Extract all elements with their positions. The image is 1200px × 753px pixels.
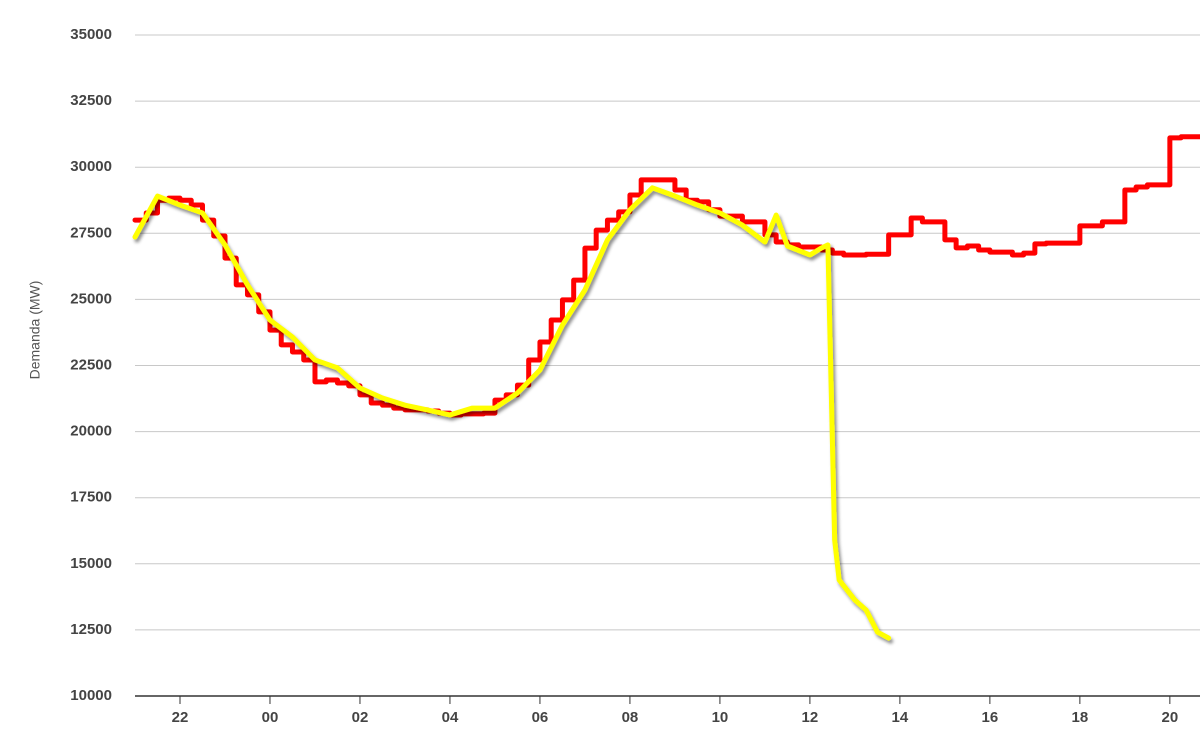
y-tick-label: 30000 [70,158,112,175]
y-tick-label: 17500 [70,489,112,506]
y-tick-label: 25000 [70,290,112,307]
x-tick-label: 14 [892,709,909,726]
y-axis-title: Demanda (MW) [27,281,43,380]
x-tick-label: 06 [532,709,549,726]
x-tick-label: 00 [262,709,279,726]
line-series [132,185,892,641]
y-tick-label: 35000 [70,26,112,43]
y-tick-label: 22500 [70,356,112,373]
line-series [132,134,1200,418]
x-tick-label: 02 [352,709,369,726]
y-tick-label: 20000 [70,423,112,440]
y-tick-label: 27500 [70,224,112,241]
x-tick-label: 10 [712,709,729,726]
y-tick-label: 12500 [70,621,112,638]
x-tick-label: 12 [802,709,819,726]
x-tick-label: 22 [172,709,189,726]
x-tick-label: 18 [1072,709,1089,726]
x-tick-label: 20 [1162,709,1179,726]
y-tick-label: 15000 [70,555,112,572]
x-tick-label: 16 [982,709,999,726]
y-tick-label: 32500 [70,92,112,109]
x-tick-label: 04 [442,709,459,726]
y-tick-label: 10000 [70,687,112,704]
x-tick-label: 08 [622,709,639,726]
